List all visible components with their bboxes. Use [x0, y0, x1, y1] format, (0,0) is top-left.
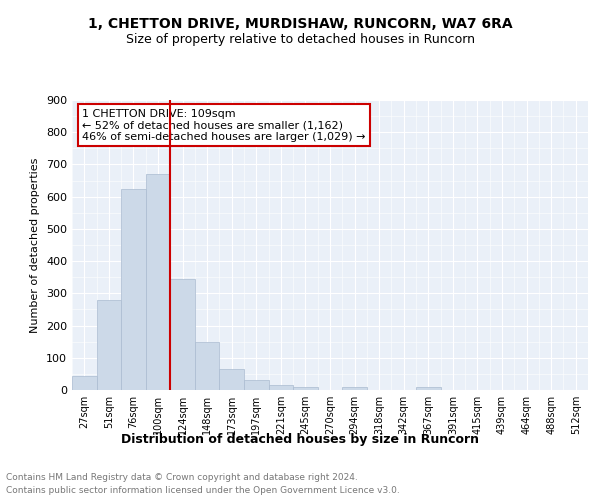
Text: 1 CHETTON DRIVE: 109sqm
← 52% of detached houses are smaller (1,162)
46% of semi: 1 CHETTON DRIVE: 109sqm ← 52% of detache…: [82, 108, 366, 142]
Bar: [170, 279, 195, 390]
Bar: [72, 376, 97, 390]
Bar: [269, 385, 293, 390]
Bar: [293, 387, 318, 390]
Bar: [121, 188, 146, 390]
Text: Distribution of detached houses by size in Runcorn: Distribution of detached houses by size …: [121, 432, 479, 446]
Text: Contains HM Land Registry data © Crown copyright and database right 2024.: Contains HM Land Registry data © Crown c…: [6, 472, 358, 482]
Bar: [244, 380, 269, 390]
Bar: [342, 387, 367, 390]
Bar: [97, 300, 121, 390]
Bar: [195, 342, 220, 390]
Bar: [220, 369, 244, 390]
Text: Contains public sector information licensed under the Open Government Licence v3: Contains public sector information licen…: [6, 486, 400, 495]
Bar: [146, 174, 170, 390]
Bar: [416, 387, 440, 390]
Y-axis label: Number of detached properties: Number of detached properties: [31, 158, 40, 332]
Text: Size of property relative to detached houses in Runcorn: Size of property relative to detached ho…: [125, 32, 475, 46]
Text: 1, CHETTON DRIVE, MURDISHAW, RUNCORN, WA7 6RA: 1, CHETTON DRIVE, MURDISHAW, RUNCORN, WA…: [88, 18, 512, 32]
